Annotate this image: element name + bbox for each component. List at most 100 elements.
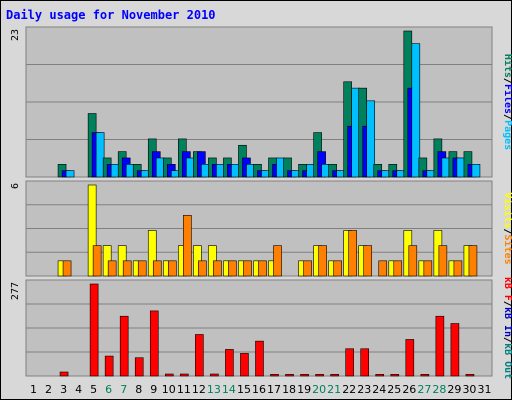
x-tick-label: 12 (192, 383, 206, 396)
y-max-label-hits: 23 (10, 29, 21, 41)
x-tick-label: 3 (60, 383, 67, 396)
legend-entry: Hits (502, 54, 512, 78)
bar-kb_f (465, 374, 475, 377)
bar-sites (243, 260, 252, 277)
x-tick-label: 7 (120, 383, 127, 396)
bar-sites (378, 260, 388, 277)
bar-sites (453, 260, 463, 277)
bar-sites (122, 260, 132, 277)
bar-kb_f (89, 283, 99, 377)
x-tick-label: 1 (30, 383, 37, 396)
bar-sites (183, 215, 192, 277)
legend-entry: Pages (502, 120, 512, 150)
bar-pages (65, 170, 75, 178)
x-tick-label: 2 (45, 383, 52, 396)
legend-entry: Visits (502, 192, 512, 228)
x-tick-label: 10 (162, 383, 176, 396)
bar-kb_f (225, 349, 234, 377)
bar-sites (333, 260, 342, 277)
bar-kb_f (180, 373, 189, 377)
bar-kb_f (119, 315, 129, 377)
bar-kb_f (390, 374, 400, 377)
bar-kb_f (300, 374, 309, 377)
x-tick-label: 14 (222, 383, 236, 396)
bar-kb_f (450, 323, 460, 377)
bar-sites (423, 260, 433, 277)
side-legend-hits: Hits/Files/Pages (502, 54, 512, 150)
legend-entry: / (502, 228, 512, 234)
x-tick-label: 21 (327, 383, 341, 396)
bar-kb_f (405, 339, 415, 377)
bar-kb_f (240, 353, 249, 377)
bar-sites (393, 260, 403, 277)
bar-kb_f (164, 373, 174, 377)
legend-entry: kB Out (502, 343, 512, 379)
bar-sites (137, 260, 147, 277)
x-tick-label: 6 (105, 383, 112, 396)
legend-entry: / (502, 78, 512, 84)
bar-sites (228, 260, 237, 277)
y-max-label-visits: 6 (10, 183, 21, 189)
side-legend-visits: Visits/Sites (502, 192, 512, 264)
bar-kb_f (134, 357, 144, 377)
bar-pages (95, 132, 105, 178)
bar-sites (303, 260, 312, 277)
x-tick-label: 24 (372, 383, 386, 396)
bar-visits (147, 230, 157, 277)
bar-sites (363, 245, 373, 277)
x-tick-label: 15 (237, 383, 251, 396)
x-tick-label: 4 (75, 383, 82, 396)
x-tick-label: 22 (342, 383, 356, 396)
x-tick-label: 29 (447, 383, 461, 396)
bar-kb_f (59, 371, 69, 377)
panel-visits: 6 Visits/Sites (10, 180, 512, 277)
bar-kb_f (104, 355, 114, 377)
bar-sites (92, 245, 102, 277)
x-tick-label: 20 (312, 383, 326, 396)
bar-kb_f (285, 374, 294, 377)
x-tick-label: 28 (432, 383, 446, 396)
x-tick-label: 23 (357, 383, 371, 396)
x-tick-label: 31 (477, 383, 491, 396)
x-tick-label: 17 (267, 383, 281, 396)
x-tick-label: 27 (417, 383, 431, 396)
bar-sites (198, 260, 207, 277)
bar-sites (258, 260, 267, 277)
bar-sites (152, 260, 162, 277)
x-tick-label: 26 (402, 383, 416, 396)
bar-kb_f (270, 374, 279, 377)
bar-kb_f (315, 374, 324, 377)
bar-sites (107, 260, 117, 277)
bar-visits (87, 184, 97, 277)
bar-sites (167, 260, 177, 277)
legend-entry: kB F (502, 277, 512, 301)
bar-kb_f (149, 310, 159, 377)
bar-sites (408, 245, 418, 277)
legend-entry: / (502, 337, 512, 343)
x-tick-label: 5 (90, 383, 97, 396)
legend-entry: kB In (502, 307, 512, 337)
bar-kb_f (420, 374, 430, 377)
x-axis-labels: 1 2 3 4 5 6 7 8 9 10 11 12 13 14 15 16 17 18 19 20 21 22 23 24 2… (30, 383, 491, 396)
x-tick-label: 25 (387, 383, 401, 396)
x-tick-label: 19 (297, 383, 311, 396)
legend-entry: / (502, 301, 512, 307)
chart-title: Daily usage for November 2010 (6, 8, 216, 22)
x-tick-label: 9 (150, 383, 157, 396)
x-tick-label: 16 (252, 383, 266, 396)
bar-kb_f (345, 348, 354, 377)
bar-kb_f (255, 340, 264, 377)
bar-kb_f (360, 348, 370, 377)
x-tick-label: 18 (282, 383, 296, 396)
bar-sites (318, 245, 327, 277)
x-tick-label: 11 (177, 383, 191, 396)
bar-sites (213, 260, 222, 277)
legend-entry: Sites (502, 235, 512, 265)
bar-kb_f (375, 374, 385, 377)
x-tick-label: 30 (462, 383, 476, 396)
bar-pages (366, 100, 376, 178)
